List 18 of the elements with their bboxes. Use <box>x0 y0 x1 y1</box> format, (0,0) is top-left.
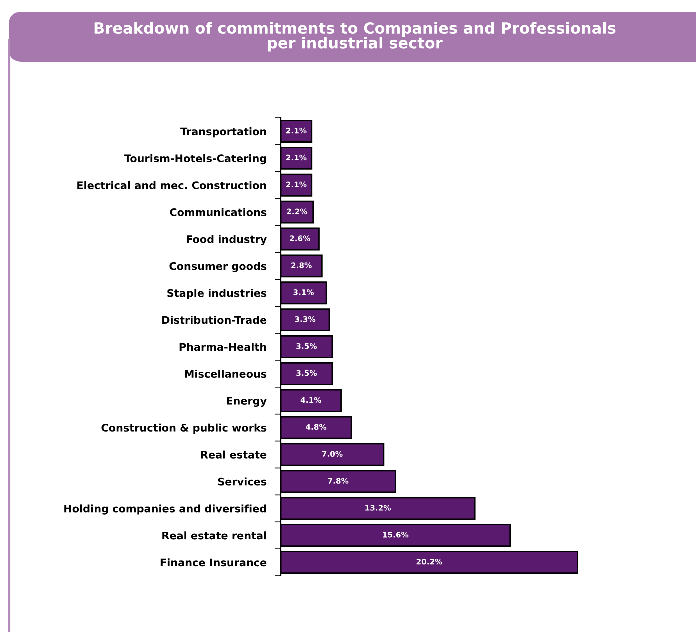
y-tick-label: Consumer goods <box>170 262 267 272</box>
y-tick-label: Miscellaneous <box>185 370 267 378</box>
y-tick-label: Food industry <box>187 235 267 246</box>
y-tick-label: Pharma-Health <box>180 343 266 352</box>
y-tick-label: Distribution-Trade <box>162 316 267 324</box>
y-tick-label: Transportation <box>180 128 266 138</box>
chart-title: Breakdown of commitments to Companies and Professionals per industrial sector <box>94 22 616 52</box>
y-tick-label: Tourism-Hotels-Catering <box>124 154 266 165</box>
y-tick-label: Construction & public works <box>102 424 267 434</box>
y-tick-label: Finance Insurance <box>160 558 267 567</box>
y-tick-label: Energy <box>227 397 267 408</box>
y-tick-label: Electrical and mec. Construction <box>78 181 266 190</box>
y-tick-label: Staple industries <box>168 289 267 300</box>
y-tick-label: Real estate <box>201 450 267 459</box>
y-tick-label: Services <box>218 478 267 486</box>
y-tick-label: Communications <box>170 208 267 216</box>
y-tick-label: Holding companies and diversified <box>64 504 266 515</box>
y-tick-label: Real estate rental <box>162 532 266 540</box>
